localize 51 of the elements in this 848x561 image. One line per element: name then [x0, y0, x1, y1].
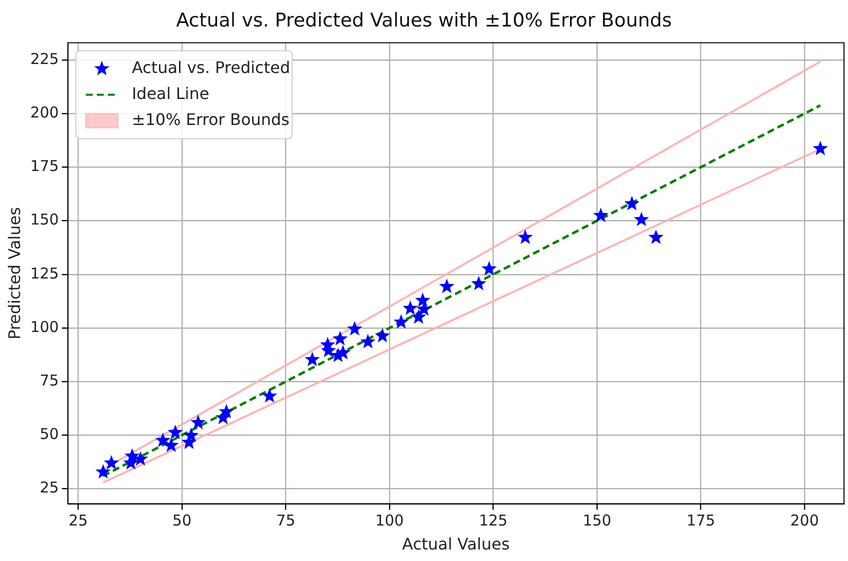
point — [415, 292, 430, 308]
point — [155, 432, 170, 448]
x-tick-label: 150 — [582, 512, 612, 530]
point — [634, 212, 650, 226]
point — [96, 464, 111, 479]
y-tick-label: 150 — [30, 210, 59, 229]
legend-label: ±10% Error Bounds — [132, 110, 290, 129]
point — [190, 414, 206, 430]
x-tick-label: 175 — [686, 512, 716, 530]
point — [347, 321, 362, 336]
y-tick-label: 25 — [40, 478, 59, 497]
point — [482, 261, 497, 276]
y-tick-label: 75 — [40, 371, 59, 390]
y-tick-label: 100 — [30, 318, 59, 336]
legend-label: Ideal Line — [132, 84, 210, 103]
point — [124, 448, 140, 463]
x-tick-label: 125 — [478, 512, 508, 530]
point — [394, 314, 409, 329]
point — [304, 352, 320, 366]
y-tick-label: 50 — [40, 425, 59, 444]
point — [648, 229, 664, 244]
point — [518, 229, 533, 244]
point — [360, 334, 376, 348]
point — [183, 428, 199, 442]
y-tick-label: 125 — [30, 264, 59, 282]
x-tick-label: 75 — [276, 512, 296, 530]
point — [812, 140, 828, 156]
point — [439, 278, 454, 294]
point — [262, 388, 278, 403]
x-tick-label: 200 — [790, 512, 819, 530]
point — [332, 330, 348, 346]
point — [218, 404, 234, 418]
chart-title: Actual vs. Predicted Values with ±10% Error Bounds — [176, 9, 672, 32]
y-axis-title: Predicted Values — [4, 207, 24, 340]
point — [168, 424, 183, 440]
x-axis-title: Actual Values — [402, 534, 510, 554]
point — [593, 208, 608, 222]
x-tick-label: 25 — [68, 512, 88, 530]
y-tick-label: 200 — [30, 103, 59, 122]
y-tick-label: 175 — [30, 157, 59, 176]
y-tick-label: 225 — [30, 50, 59, 68]
point — [335, 344, 351, 360]
x-tick-label: 100 — [375, 512, 404, 530]
point — [104, 455, 120, 470]
point — [471, 276, 486, 290]
point — [402, 300, 418, 315]
x-tick-label: 50 — [172, 512, 192, 530]
point — [410, 309, 426, 324]
point — [624, 196, 640, 210]
legend-label: Actual vs. Predicted — [132, 58, 290, 77]
point — [374, 328, 390, 342]
